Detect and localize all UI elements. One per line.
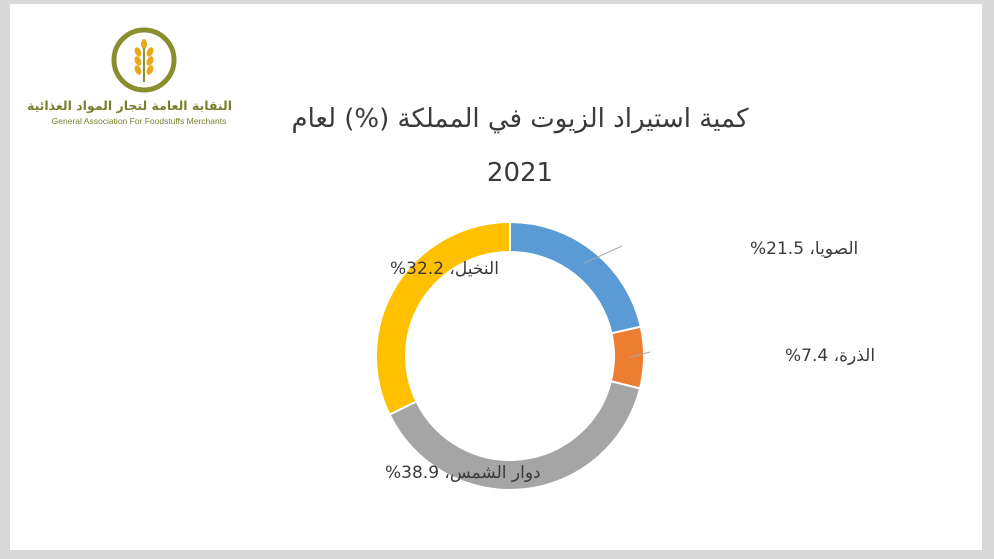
donut-slice-4: [375, 220, 511, 416]
slice-label-3: دوار الشمس، 38.9%: [385, 463, 541, 483]
chart-title-line-1: كمية استيراد الزيوت في المملكة (%) لعام: [291, 104, 749, 134]
donut-chart: الصويا، 21.5% الذرة، 7.4% دوار الشمس، 38.9…: [375, 220, 875, 491]
wheat-emblem-icon: [111, 27, 177, 93]
slide: النقابة العامة لتجار المواد الغذائية Gen…: [10, 4, 982, 550]
logo-name-arabic: النقابة العامة لتجار المواد الغذائية: [26, 98, 232, 113]
chart-title: كمية استيراد الزيوت في المملكة (%) لعام …: [260, 92, 780, 200]
logo-name-english: General Association For Foodstuffs Merch…: [51, 116, 227, 126]
donut-slice-2: [609, 325, 645, 390]
chart-title-line-2: 2021: [486, 158, 554, 188]
donut-slice-1: [509, 220, 642, 335]
slice-label-2: الذرة، 7.4%: [785, 346, 875, 366]
association-logo: النقابة العامة لتجار المواد الغذائية Gen…: [26, 26, 246, 136]
leader-line-1: [584, 245, 623, 264]
leader-line-2: [628, 351, 651, 358]
slice-label-1: الصويا، 21.5%: [750, 239, 858, 259]
slice-label-4: النخيل، 32.2%: [390, 259, 499, 279]
